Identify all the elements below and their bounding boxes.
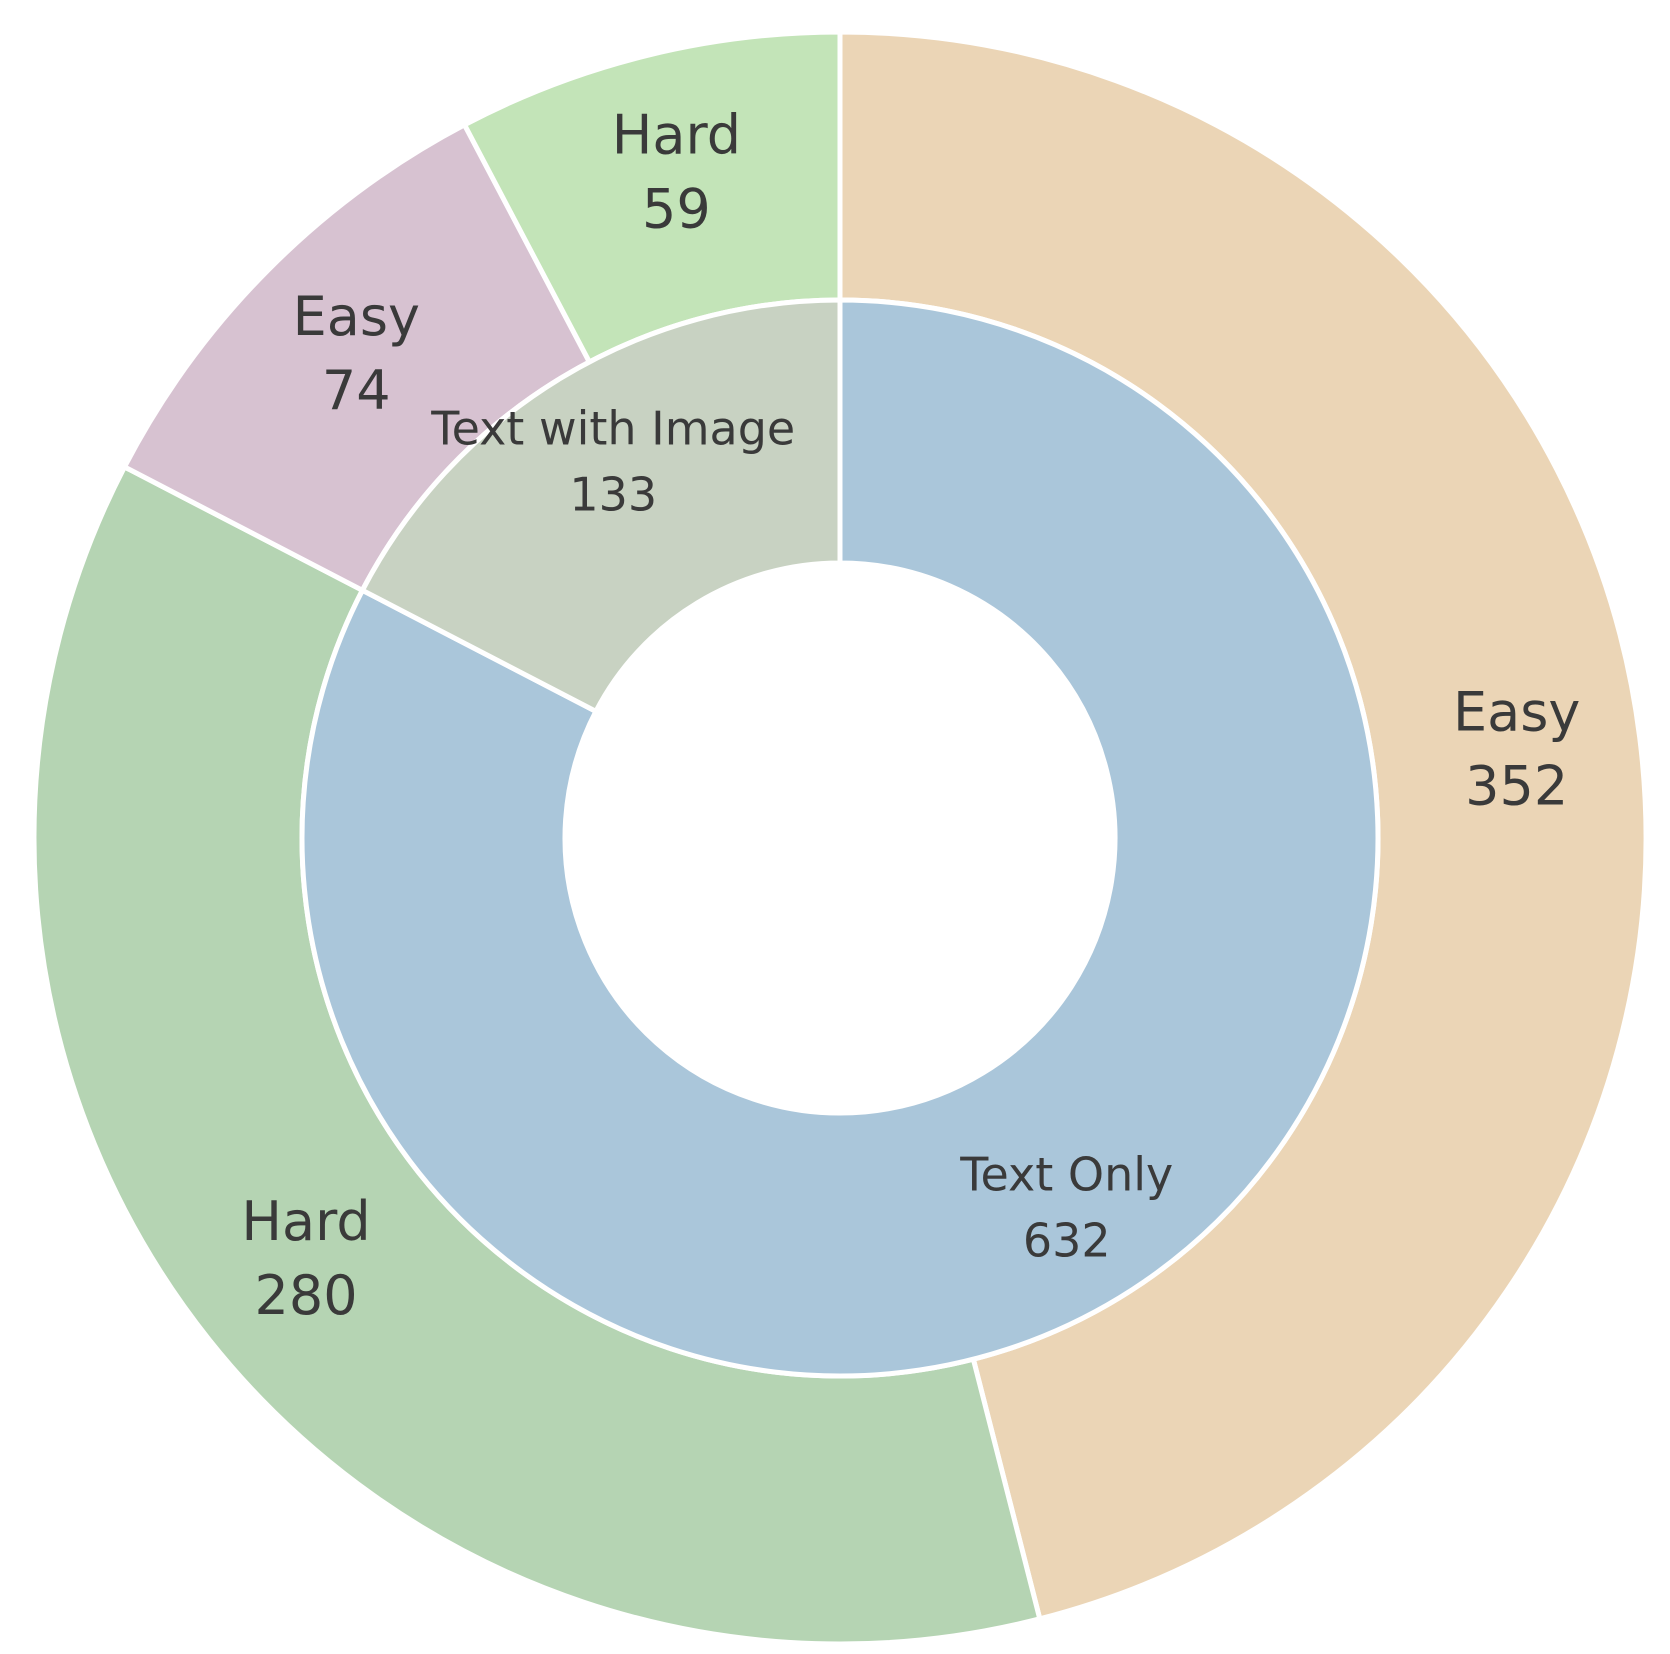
outer-ring bbox=[31, 29, 1649, 1647]
inner-slice-text-with-image bbox=[359, 297, 843, 715]
outer-label-text-only-hard: Hard 280 bbox=[241, 1190, 370, 1327]
outer-label-text-only-hard-value: 280 bbox=[255, 1264, 358, 1327]
outer-label-text-with-image-hard: Hard 59 bbox=[612, 104, 741, 241]
outer-label-text-only-easy-name: Easy bbox=[1453, 680, 1580, 743]
inner-label-text-only-name: Text Only bbox=[959, 1147, 1173, 1201]
inner-label-text-with-image: Text with Image 133 bbox=[430, 402, 795, 522]
outer-label-text-with-image-easy: Easy 74 bbox=[293, 285, 420, 422]
inner-slice-text-only bbox=[299, 297, 1381, 1379]
inner-label-text-only: Text Only 632 bbox=[959, 1147, 1173, 1267]
outer-label-text-with-image-easy-value: 74 bbox=[322, 359, 391, 422]
outer-label-text-only-easy-value: 352 bbox=[1465, 754, 1568, 817]
inner-label-text-with-image-name: Text with Image bbox=[430, 402, 795, 456]
inner-ring bbox=[299, 297, 1381, 1379]
outer-label-text-with-image-hard-name: Hard bbox=[612, 104, 741, 167]
outer-label-text-with-image-hard-value: 59 bbox=[642, 178, 711, 241]
outer-label-text-with-image-easy-name: Easy bbox=[293, 285, 420, 348]
inner-label-text-with-image-value: 133 bbox=[569, 468, 657, 522]
outer-label-text-only-easy: Easy 352 bbox=[1453, 680, 1580, 817]
outer-label-text-only-hard-name: Hard bbox=[241, 1190, 370, 1253]
inner-label-text-only-value: 632 bbox=[1023, 1213, 1111, 1267]
